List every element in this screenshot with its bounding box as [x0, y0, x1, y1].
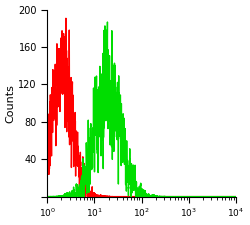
Y-axis label: Counts: Counts [6, 84, 16, 123]
